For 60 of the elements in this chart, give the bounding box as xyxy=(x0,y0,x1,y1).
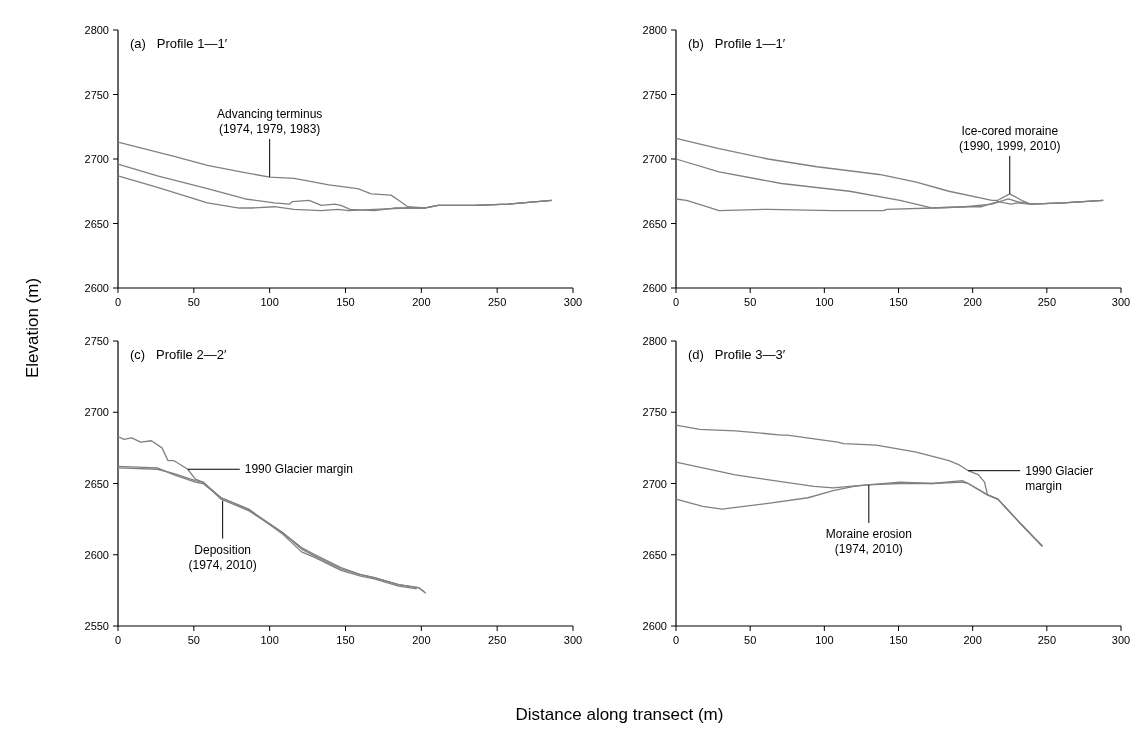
x-tick-label: 0 xyxy=(672,634,680,646)
y-tick-label: 2700 xyxy=(84,406,109,419)
y-tick-label: 2550 xyxy=(84,620,109,632)
x-tick-label: 250 xyxy=(487,634,507,646)
y-tick-label: 2650 xyxy=(84,477,109,490)
x-tick-label: 250 xyxy=(1037,296,1057,308)
y-tick-label: 2600 xyxy=(642,282,667,294)
annotation: 1990 Glacier margin xyxy=(244,462,353,477)
x-tick-label: 300 xyxy=(563,296,583,308)
text: (c) Profile 2—2′ xyxy=(130,347,227,362)
x-axis-title: Distance along transect (m) xyxy=(515,705,724,724)
y-tick-label: 2700 xyxy=(642,153,667,165)
x-tick-label: 150 xyxy=(889,634,908,646)
annotation: Deposition (1974, 2010) xyxy=(188,542,257,572)
x-tick-label: 50 xyxy=(744,296,757,308)
text: (b) Profile 1—1′ xyxy=(688,36,786,51)
x-tick-label: 300 xyxy=(563,634,583,646)
y-tick-label: 2600 xyxy=(84,282,109,294)
x-tick-label: 150 xyxy=(336,296,355,308)
x-tick-label: 100 xyxy=(260,634,279,646)
annotation: Moraine erosion (1974, 2010) xyxy=(825,526,912,556)
y-tick-label: 2650 xyxy=(642,548,667,561)
x-tick-label: 250 xyxy=(487,296,507,308)
x-tick-label: 0 xyxy=(114,296,122,308)
annotation: 1990 Glacier margin xyxy=(1025,463,1094,493)
x-tick-label: 300 xyxy=(1111,296,1131,308)
x-tick-label: 200 xyxy=(963,634,982,646)
x-tick-label: 50 xyxy=(187,634,200,646)
y-tick-label: 2750 xyxy=(84,335,109,347)
x-tick-label: 200 xyxy=(963,296,982,308)
x-tick-label: 150 xyxy=(889,296,908,308)
y-tick-label: 2700 xyxy=(84,153,109,165)
annotation: Ice-cored moraine (1990, 1999, 2010) xyxy=(959,123,1061,153)
y-tick-label: 2800 xyxy=(642,335,667,347)
x-tick-label: 100 xyxy=(815,634,834,646)
y-tick-label: 2700 xyxy=(642,477,667,490)
x-tick-label: 200 xyxy=(412,296,431,308)
y-tick-label: 2650 xyxy=(84,217,109,230)
y-tick-label: 2800 xyxy=(84,24,109,36)
y-tick-label: 2750 xyxy=(642,406,667,419)
y-axis-title: Elevation (m) xyxy=(23,277,42,379)
y-tick-label: 2750 xyxy=(642,88,667,101)
y-tick-label: 2750 xyxy=(84,88,109,101)
y-tick-label: 2800 xyxy=(642,24,667,36)
x-tick-label: 0 xyxy=(672,296,680,308)
x-tick-label: 100 xyxy=(260,296,279,308)
x-tick-label: 250 xyxy=(1037,634,1057,646)
x-tick-label: 100 xyxy=(815,296,834,308)
x-tick-label: 150 xyxy=(336,634,355,646)
annotation: Advancing terminus (1974, 1979, 1983) xyxy=(216,107,323,137)
x-tick-label: 50 xyxy=(744,634,757,646)
x-tick-label: 50 xyxy=(187,296,200,308)
text: (a) Profile 1—1′ xyxy=(130,36,228,51)
x-tick-label: 0 xyxy=(114,634,122,646)
text: (d) Profile 3—3′ xyxy=(688,347,786,362)
y-tick-label: 2600 xyxy=(642,620,667,632)
x-tick-label: 300 xyxy=(1111,634,1131,646)
y-tick-label: 2600 xyxy=(84,548,109,561)
x-tick-label: 200 xyxy=(412,634,431,646)
y-tick-label: 2650 xyxy=(642,217,667,230)
